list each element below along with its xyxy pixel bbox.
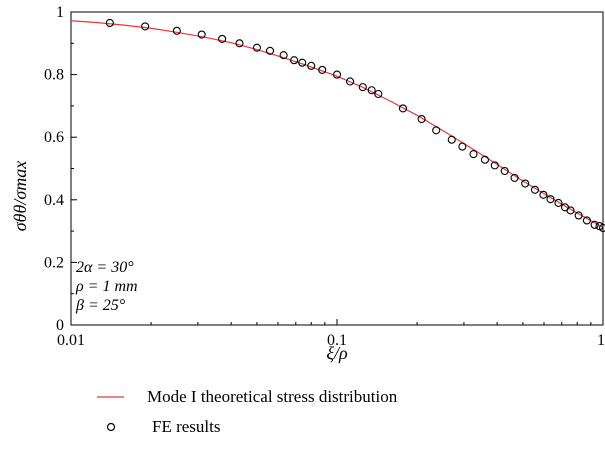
fe-data-point [252, 43, 261, 52]
plot-layer [70, 11, 605, 326]
legend-label-theory: Mode I theoretical stress distribution [147, 387, 398, 406]
legend: Mode I theoretical stress distribution F… [97, 387, 398, 436]
legend-circle-swatch [106, 422, 116, 432]
fe-data-point [307, 61, 316, 70]
fe-data-point [546, 195, 555, 204]
fe-data-point [265, 46, 275, 55]
fe-data-point [521, 179, 530, 188]
y-tick-label: 0.8 [44, 67, 64, 84]
fe-data-point [480, 155, 490, 164]
y-tick-label: 0.6 [44, 129, 64, 146]
annotation-angle: 2α = 30° [76, 259, 134, 276]
fe-data-point [279, 51, 288, 60]
fe-data-point [374, 89, 383, 99]
fe-data-point [590, 220, 599, 229]
fe-data-point [298, 58, 307, 67]
fe-data-point [367, 86, 376, 95]
fe-data-point [500, 166, 509, 176]
fe-data-point [141, 22, 150, 31]
fe-data-point [218, 34, 227, 43]
y-tick-label: 0.4 [44, 192, 64, 209]
fe-data-point [447, 135, 456, 144]
fe-data-point [105, 18, 114, 28]
fe-data-point [530, 185, 540, 194]
annotation-block: 2α = 30° ρ = 1 mm β = 25° [75, 259, 138, 314]
fe-data-point [197, 30, 206, 39]
x-tick-label: 0.01 [57, 332, 85, 349]
fe-data-point [358, 83, 367, 92]
fe-data-point [432, 126, 441, 135]
legend-label-fe: FE results [152, 417, 220, 436]
fe-data-point [574, 211, 583, 220]
fe-data-point [398, 104, 408, 113]
fe-data-point [582, 216, 591, 225]
fe-data-point [539, 190, 548, 199]
series-line-theory [70, 20, 604, 228]
fe-data-point [346, 77, 355, 86]
fe-data-point [469, 150, 478, 159]
fe-data-point [417, 114, 426, 124]
fe-data-point [458, 142, 467, 151]
fe-data-point [554, 198, 563, 207]
x-tick-label: 1 [597, 332, 605, 349]
y-tick-label: 0 [56, 317, 64, 334]
fe-data-point [172, 26, 181, 35]
ticks-layer: 0.01 0.1 1 0 0.2 0.4 0.6 0.8 1 [44, 4, 605, 349]
y-axis-label: σθθ/σmax [10, 161, 30, 231]
x-axis-label: ξ/ρ [326, 343, 348, 363]
y-tick-label: 0.2 [44, 254, 64, 271]
annotation-beta: β = 25° [75, 297, 126, 314]
fe-data-point [598, 223, 605, 233]
plot-frame [70, 11, 604, 326]
fe-data-point [235, 39, 244, 48]
axis-titles: ξ/ρ σθθ/σmax [10, 161, 348, 363]
fe-data-point [490, 161, 499, 170]
x-tick-label: 0.1 [327, 332, 347, 349]
annotation-radius: ρ = 1 mm [75, 278, 138, 295]
fe-data-point [332, 70, 342, 79]
fe-data-point [318, 65, 327, 74]
fe-data-point [566, 206, 575, 215]
y-tick-label: 1 [56, 4, 64, 21]
fe-data-point [290, 56, 299, 65]
fe-data-point [510, 173, 519, 182]
